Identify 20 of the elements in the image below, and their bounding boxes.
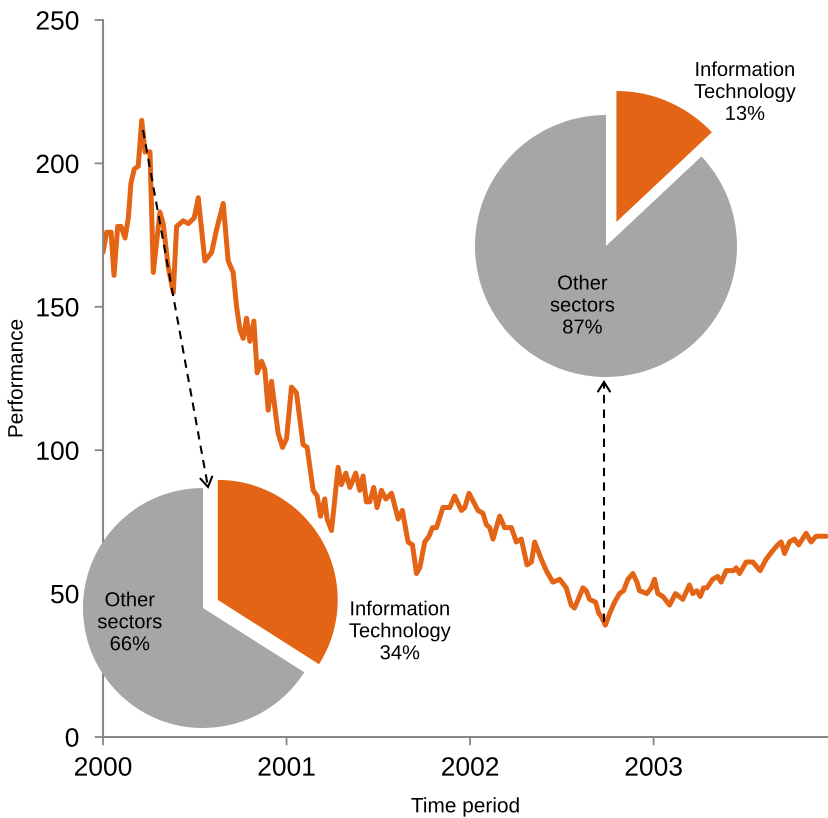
y-axis-title: Performance xyxy=(7,320,23,436)
slice-label: Other sectors xyxy=(550,274,614,312)
x-tick-label: 2001 xyxy=(258,757,315,776)
slice-label: Information Technology xyxy=(349,600,451,642)
x-tick-label: 2002 xyxy=(442,757,498,776)
y-tick-label: 100 xyxy=(37,441,78,460)
x-axis-title: Time period xyxy=(411,797,519,817)
slice-label: Information Technology xyxy=(694,61,796,102)
slice-label: Other sectors xyxy=(98,592,162,628)
x-tick-label: 2000 xyxy=(74,757,132,776)
y-tick-label: 250 xyxy=(36,11,78,30)
data-label: 66% xyxy=(110,636,150,650)
data-label: 34% xyxy=(380,645,420,660)
x-tick-label: 2003 xyxy=(626,757,682,776)
y-tick-label: 150 xyxy=(37,298,78,317)
y-tick-label: 200 xyxy=(36,154,78,174)
data-label: 87% xyxy=(563,319,602,334)
data-label: 13% xyxy=(726,106,764,120)
y-tick-label: 0 xyxy=(66,728,78,747)
y-tick-label: 50 xyxy=(51,584,78,604)
